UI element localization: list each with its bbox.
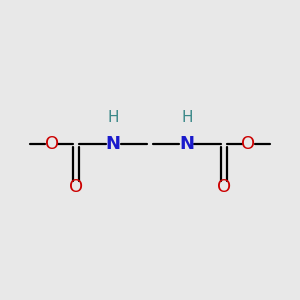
Text: O: O bbox=[217, 178, 231, 196]
Text: H: H bbox=[107, 110, 119, 124]
Text: N: N bbox=[179, 135, 194, 153]
Text: O: O bbox=[241, 135, 256, 153]
Text: O: O bbox=[69, 178, 83, 196]
Text: H: H bbox=[181, 110, 193, 124]
Text: O: O bbox=[44, 135, 59, 153]
Text: N: N bbox=[106, 135, 121, 153]
